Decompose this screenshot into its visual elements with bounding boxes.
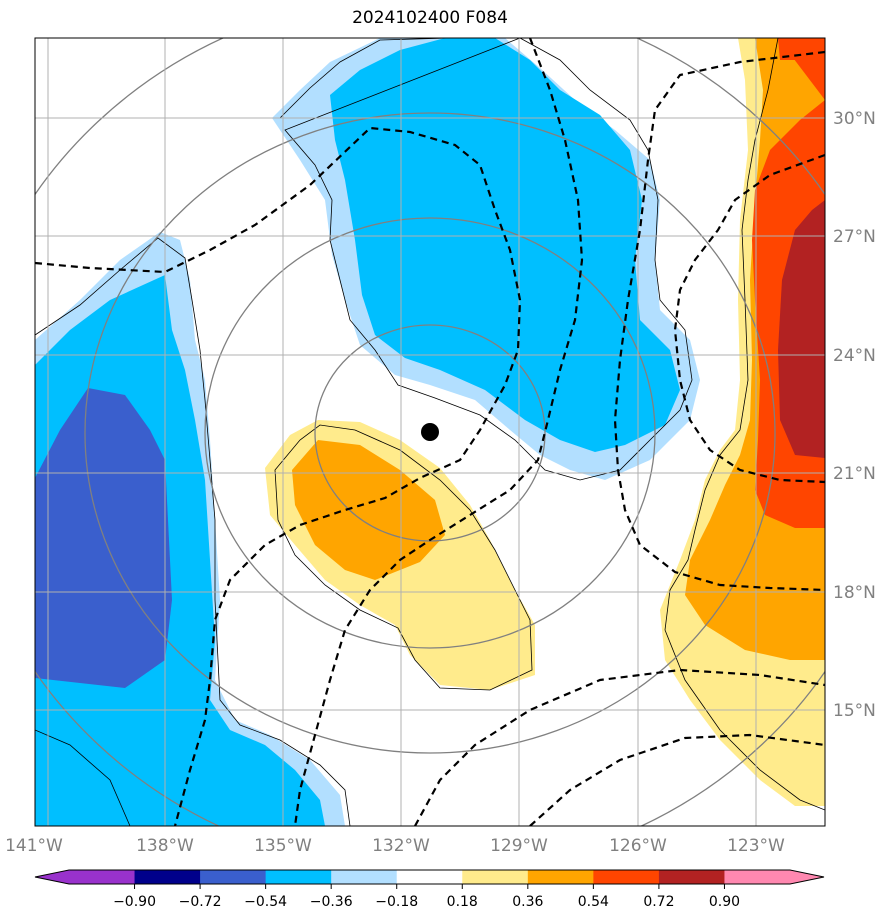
outline-contours [35, 38, 825, 826]
positive-anomaly-east [660, 38, 825, 806]
lat-tick-label: 18°N [833, 583, 876, 603]
colorbar-level-label: 0.18 [447, 894, 478, 910]
negative-anomaly-north [272, 38, 700, 480]
colorbar-level-label: −0.90 [113, 894, 156, 910]
lat-tick-label: 15°N [833, 701, 876, 721]
lon-tick-label: 123°W [727, 836, 785, 856]
colorbar: −0.90 −0.72 −0.54 −0.36 −0.18 0.18 0.36 0.54 0.7… [34, 869, 825, 910]
colorbar-cell [396, 870, 463, 884]
colorbar-level-label: −0.36 [310, 894, 353, 910]
map-plot-area [35, 38, 825, 826]
lon-tick-label: 132°W [372, 836, 430, 856]
colorbar-level-label: −0.54 [244, 894, 287, 910]
map-title: 2024102400 F084 [352, 8, 508, 28]
lat-tick-label: 21°N [833, 464, 876, 484]
storm-center-marker [421, 423, 439, 441]
colorbar-frame [34, 869, 825, 885]
colorbar-cell [200, 870, 267, 884]
lon-tick-label: 135°W [254, 836, 312, 856]
positive-anomaly-central [265, 420, 535, 690]
colorbar-level-label: 0.36 [512, 894, 543, 910]
lon-tick-label: 129°W [490, 836, 548, 856]
lat-tick-label: 24°N [833, 346, 876, 366]
colorbar-cell [593, 870, 660, 884]
colorbar-level-label: −0.72 [179, 894, 222, 910]
colorbar-extend-high [790, 870, 824, 884]
lon-tick-label: 138°W [136, 836, 194, 856]
colorbar-cell [134, 870, 201, 884]
lon-tick-label: 126°W [609, 836, 667, 856]
latitude-axis: 30°N 27°N 24°N 21°N 18°N 15°N [833, 109, 876, 721]
colorbar-cell [527, 870, 594, 884]
graticule [35, 38, 825, 826]
colorbar-level-label: 0.54 [578, 894, 609, 910]
colorbar-level-label: −0.18 [375, 894, 418, 910]
plot-frame [34, 37, 826, 827]
dashed-contours [35, 38, 825, 826]
longitude-axis: 141°W 138°W 135°W 132°W 129°W 126°W 123°… [5, 836, 785, 856]
lon-tick-label: 141°W [5, 836, 63, 856]
colorbar-cell [69, 870, 136, 884]
colorbar-cell [265, 870, 332, 884]
colorbar-cell [462, 870, 529, 884]
colorbar-cell [331, 870, 398, 884]
lat-tick-label: 27°N [833, 227, 876, 247]
colorbar-level-label: 0.90 [709, 894, 740, 910]
colorbar-level-label: 0.72 [643, 894, 674, 910]
lat-tick-label: 30°N [833, 109, 876, 129]
colorbar-extend-low [35, 870, 69, 884]
colorbar-cell [724, 870, 791, 884]
colorbar-cell [658, 870, 725, 884]
